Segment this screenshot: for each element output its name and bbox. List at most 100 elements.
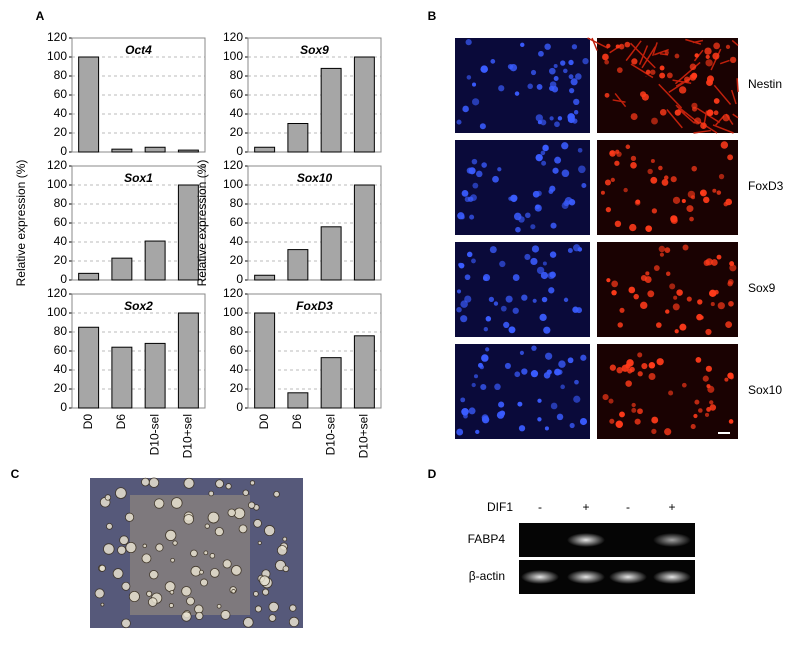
nucleus [683,244,689,250]
nucleus [705,59,712,66]
nucleus [578,148,583,153]
lipid-droplet [274,491,280,497]
nucleus [567,113,575,121]
lipid-droplet [232,589,236,593]
nucleus [631,156,636,161]
nucleus [605,180,611,186]
nucleus [557,414,563,420]
nucleus [531,70,536,75]
nucleus [460,397,465,402]
nucleus [717,190,722,195]
nucleus [475,430,479,434]
nucleus [472,383,476,387]
lipid-droplet [204,551,208,555]
lipid-droplet [243,617,253,627]
nucleus [572,44,577,49]
nucleus [536,114,543,121]
lipid-droplet [217,604,221,608]
lipid-droplet [171,558,175,562]
lipid-droplet [277,546,287,556]
y-tick-label: 20 [230,253,244,267]
bar [321,227,341,280]
nucleus [492,176,499,183]
nucleus [660,253,664,257]
bar [79,57,99,152]
lipid-droplet [254,519,262,527]
x-tick-label: D6 [114,414,128,430]
nucleus [717,255,722,260]
nucleus [521,368,527,374]
gel-band [567,533,605,547]
nucleus [606,44,610,48]
bar [288,124,308,153]
row-label: FoxD3 [748,179,784,193]
nucleus [490,246,497,253]
nucleus [472,98,479,105]
nucleus [665,247,671,253]
nucleus [545,426,549,430]
lipid-droplet [113,569,123,579]
nucleus [673,197,680,204]
nucleus [509,326,516,333]
nucleus [573,99,579,105]
nucleus [519,425,525,431]
micrograph [455,140,590,235]
nucleus [489,297,494,302]
nucleus [609,399,614,404]
nucleus [645,271,649,275]
micrograph [597,140,738,235]
nucleus [494,383,501,390]
lipid-droplet [122,582,130,590]
micrograph [597,242,738,337]
nucleus [562,202,569,209]
y-tick-label: 120 [223,30,243,44]
nucleus [650,70,655,75]
nucleus [637,352,642,357]
nucleus [456,307,461,312]
lipid-droplet [196,612,203,619]
nucleus [728,301,734,307]
nucleus [630,162,637,169]
lipid-droplet [205,524,209,528]
gel-band [567,570,605,584]
nucleus [729,261,734,266]
lipid-droplet [106,523,112,529]
nucleus [668,390,673,395]
chart-title: Sox1 [124,171,153,185]
nucleus [725,199,732,206]
lipid-droplet [120,536,129,545]
panel-label: A [36,9,45,23]
nucleus [572,307,578,313]
nucleus [603,394,609,400]
nucleus [664,428,671,435]
nucleus [652,208,657,213]
nucleus [527,84,533,90]
bar [321,68,341,152]
nucleus [713,42,720,49]
nucleus [578,165,586,173]
nucleus [530,224,535,229]
nucleus [524,254,530,260]
nucleus [611,280,618,287]
nucleus [625,380,632,387]
chart-title: Oct4 [125,43,152,57]
lipid-droplet [173,541,177,545]
nucleus [472,159,478,165]
nucleus [616,151,621,156]
lipid-droplet [148,598,157,607]
nucleus [497,411,504,418]
y-tick-label: 0 [236,144,243,158]
lipid-droplet [226,484,231,489]
nucleus [706,366,712,372]
y-tick-label: 20 [54,253,68,267]
bar [354,57,374,152]
lipid-droplet [169,603,173,607]
lipid-droplet [199,570,203,574]
nucleus [704,47,711,54]
nucleus [554,121,560,127]
nucleus [582,58,588,64]
lipid-droplet [191,566,201,576]
nucleus [482,414,489,421]
lane-label: - [626,500,630,514]
nucleus [514,213,522,221]
